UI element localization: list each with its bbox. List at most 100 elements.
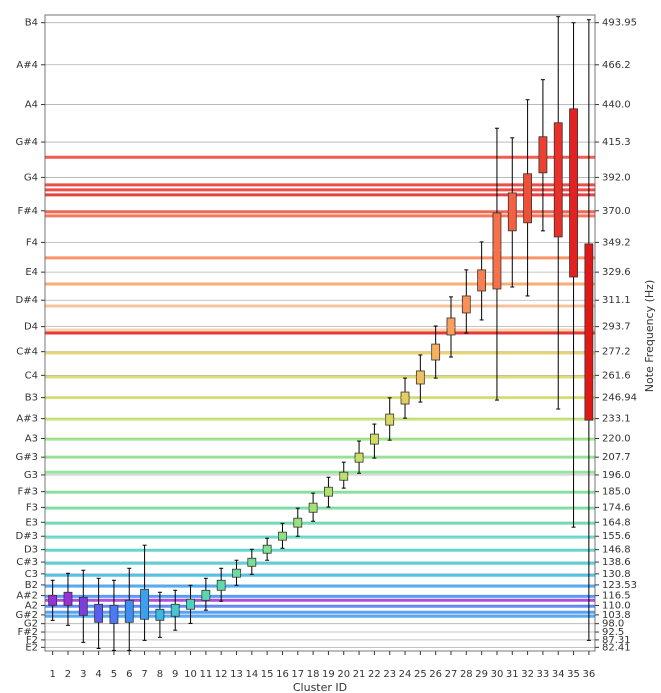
box [293,517,303,528]
y-tick-label: A#2 [16,591,38,602]
y-tick-label: G3 [24,470,38,481]
y-tick-label: E2 [25,642,38,653]
y2-tick-label: 185.0 [602,487,631,498]
box [385,413,395,426]
plot-frame [44,14,596,652]
y2-tick-label: 207.7 [602,452,631,463]
y2-tick-label: 311.1 [602,295,631,306]
x-tick-label: 1 [49,669,55,680]
x-tick-label: 28 [460,669,473,680]
y2-tick-label: 329.6 [602,267,631,278]
box [538,136,548,174]
y2-tick-label: 277.2 [602,347,631,358]
y-tick-label: G2 [24,619,38,630]
x-tick-label: 9 [172,669,178,680]
x-tick-label: 36 [583,669,596,680]
box [477,269,487,292]
y-tick-label: A#3 [16,414,38,425]
x-tick-label: 8 [157,669,163,680]
x-tick-label: 10 [184,669,197,680]
x-axis-label: Cluster ID [293,681,347,693]
y2-tick-label: 130.8 [602,569,631,580]
y-tick-label: F#4 [18,206,39,217]
x-tick-label: 26 [429,669,442,680]
y-tick-label: A3 [25,433,38,444]
y-tick-label: A2 [25,600,38,611]
x-tick-label: 23 [383,669,396,680]
y2-tick-label: 103.8 [602,610,631,621]
x-tick-label: 25 [414,669,427,680]
y2-tick-label: 92.5 [602,627,624,638]
x-tick-label: 32 [521,669,534,680]
x-tick-label: 3 [80,669,86,680]
y2-tick-label: 220.0 [602,433,631,444]
y-tick-label: F4 [26,237,38,248]
y-tick-label: C#4 [16,347,38,358]
x-tick-label: 35 [567,669,580,680]
y2-tick-label: 87.31 [602,635,631,646]
y-tick-label: F3 [26,502,38,513]
x-tick-label: 5 [111,669,117,680]
y2-tick-label: 196.0 [602,470,631,481]
box [78,596,88,616]
x-tick-label: 20 [337,669,350,680]
x-tick-label: 17 [291,669,304,680]
box [155,608,165,621]
x-tick-label: 11 [199,669,212,680]
y2-tick-label: 98.0 [602,619,624,630]
box [170,603,180,617]
x-tick-label: 16 [276,669,289,680]
box [94,603,104,623]
y-tick-label: F2 [26,635,38,646]
x-tick-label: 21 [353,669,366,680]
y2-tick-label: 110.0 [602,600,631,611]
x-tick-label: 4 [95,669,101,680]
x-tick-label: 22 [368,669,381,680]
y2-tick-label: 146.8 [602,545,631,556]
y-tick-label: G#2 [16,610,39,621]
box [140,588,149,620]
y2-tick-label: 116.5 [602,591,631,602]
x-tick-label: 24 [399,669,412,680]
y2-tick-label: 415.3 [602,137,631,148]
x-tick-label: 31 [506,669,519,680]
y2-tick-label: 370.0 [602,206,631,217]
y2-tick-label: 82.41 [602,642,631,653]
x-tick-label: 30 [491,669,504,680]
x-tick-label: 6 [126,669,132,680]
box [584,243,594,421]
y2-tick-label: 466.2 [602,60,631,71]
y-tick-label: D4 [24,322,38,333]
y-tick-label: G#4 [16,137,39,148]
y-tick-label: F#3 [18,487,39,498]
box [523,173,532,224]
y-tick-label: A4 [25,100,38,111]
x-tick-label: 33 [537,669,550,680]
y-tick-label: C#3 [16,557,38,568]
y2-tick-label: 349.2 [602,237,631,248]
y-tick-label: C4 [25,370,38,381]
y2-tick-label: 123.53 [602,580,637,591]
x-tick-label: 29 [475,669,488,680]
box [446,317,456,336]
x-tick-label: 2 [65,669,71,680]
y2-tick-label: 440.0 [602,100,631,111]
y-tick-label: D#3 [16,531,38,542]
y-tick-label: D#4 [16,295,38,306]
y-tick-label: E3 [25,517,38,528]
y-tick-label: G4 [24,172,38,183]
y2-tick-label: 155.6 [602,531,631,542]
x-tick-label: 27 [445,669,458,680]
x-tick-label: 15 [261,669,274,680]
y2-axis-label: Note Frequency (Hz) [643,280,656,393]
x-tick-label: 12 [215,669,228,680]
y-tick-label: C3 [25,569,38,580]
box [492,212,502,290]
x-tick-label: 19 [322,669,335,680]
y-tick-label: F#2 [18,627,39,638]
x-tick-label: 7 [141,669,147,680]
y2-tick-label: 164.8 [602,517,631,528]
y2-tick-label: 233.1 [602,414,631,425]
y2-tick-label: 174.6 [602,502,631,513]
